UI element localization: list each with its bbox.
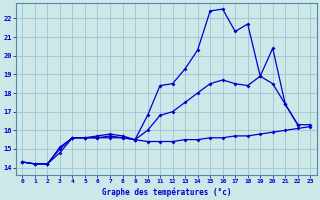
X-axis label: Graphe des températures (°c): Graphe des températures (°c) [101, 187, 231, 197]
